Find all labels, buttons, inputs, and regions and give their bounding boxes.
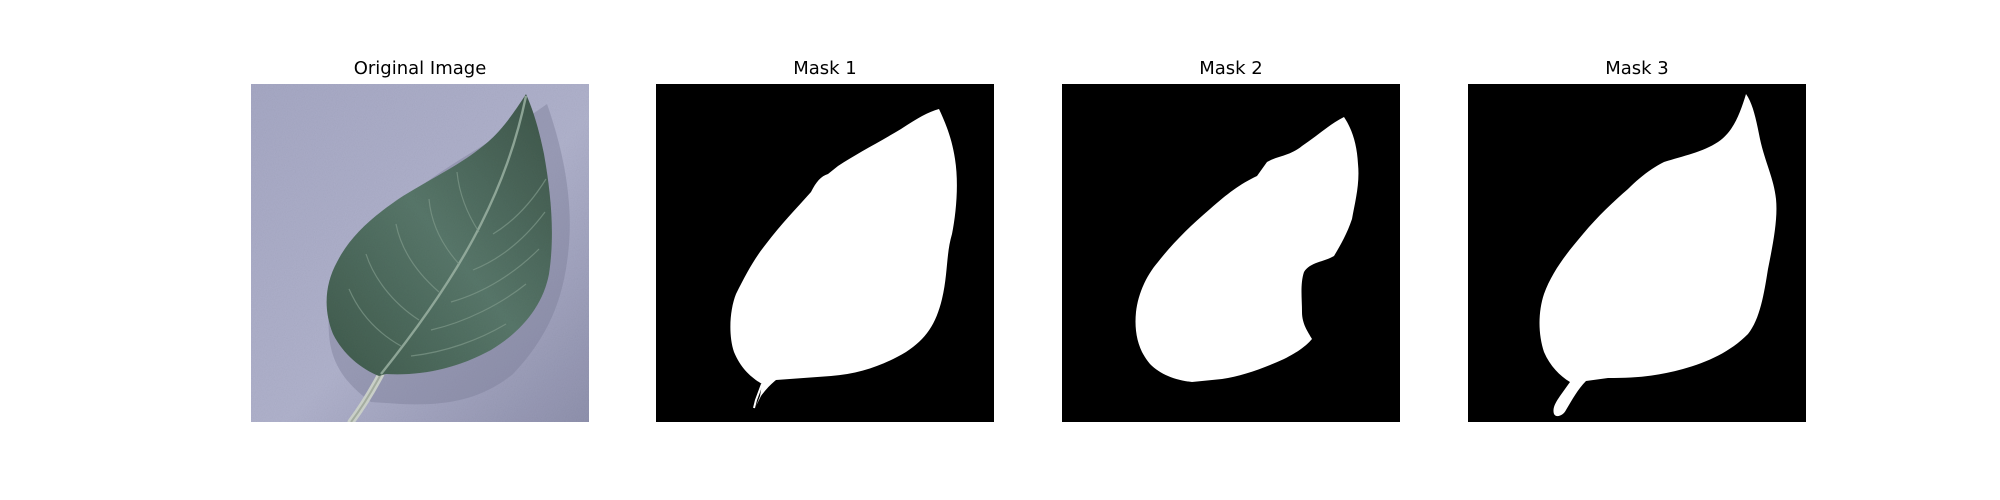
leaf-photo [251, 84, 589, 422]
panel-title: Mask 1 [793, 58, 857, 79]
panel-title: Original Image [353, 58, 487, 79]
panel-mask-1: Mask 1 [656, 50, 994, 422]
mask-image [1468, 84, 1806, 422]
mask-image [1062, 84, 1400, 422]
panel-mask-2: Mask 2 [1062, 50, 1400, 422]
panel-title: Mask 3 [1605, 58, 1669, 79]
panel-original-image: Original Image [251, 50, 589, 422]
panel-mask-3: Mask 3 [1468, 50, 1806, 422]
mask-image [656, 84, 994, 422]
panel-title: Mask 2 [1199, 58, 1263, 79]
